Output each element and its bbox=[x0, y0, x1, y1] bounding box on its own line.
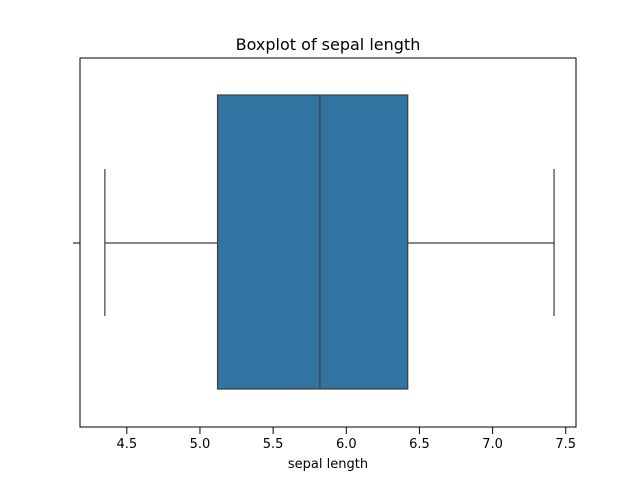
x-axis-ticks: 4.5 5.0 5.5 6.0 6.5 7.0 7.5 bbox=[116, 427, 576, 452]
x-tick-label: 4.5 bbox=[116, 437, 137, 452]
interquartile-box bbox=[216, 94, 409, 390]
x-tick-label: 6.0 bbox=[336, 437, 357, 452]
x-tick-label: 6.5 bbox=[409, 437, 430, 452]
x-tick-label: 5.0 bbox=[190, 437, 211, 452]
x-tick-label: 7.0 bbox=[482, 437, 503, 452]
x-axis-label: sepal length bbox=[288, 457, 368, 472]
x-tick-label: 7.5 bbox=[555, 437, 576, 452]
plot-area bbox=[104, 94, 555, 390]
x-tick-label: 5.5 bbox=[263, 437, 284, 452]
chart-title: Boxplot of sepal length bbox=[236, 35, 421, 54]
